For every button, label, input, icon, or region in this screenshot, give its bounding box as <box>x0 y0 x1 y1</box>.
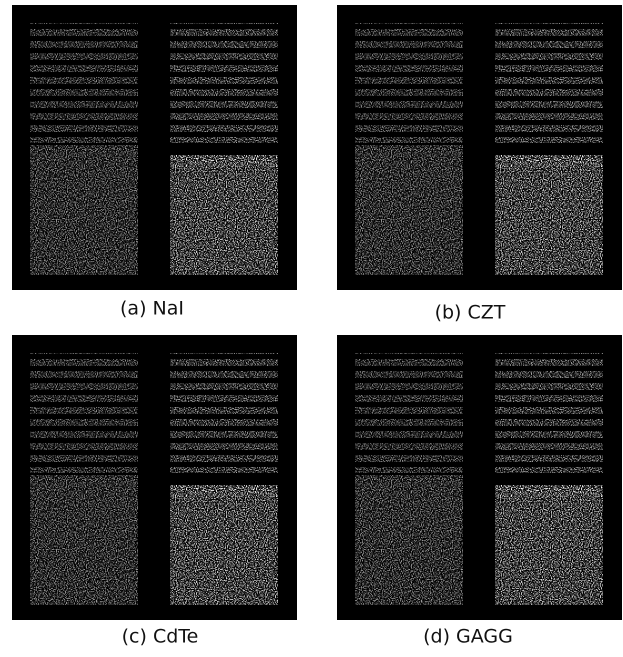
image-c <box>12 335 297 620</box>
caption: (c) CdTe <box>122 626 199 648</box>
image-a <box>12 5 297 290</box>
caption: (b) CZT <box>435 302 506 324</box>
caption: (a) NaI <box>120 298 184 320</box>
image-b <box>337 5 622 290</box>
image-d <box>337 335 622 620</box>
figure: (a) NaI (b) CZT (c) CdTe (d) GAGG <box>0 0 623 653</box>
caption: (d) GAGG <box>423 626 513 648</box>
page: (a) NaI (b) CZT (c) CdTe (d) GAGG (() =>… <box>0 0 623 653</box>
